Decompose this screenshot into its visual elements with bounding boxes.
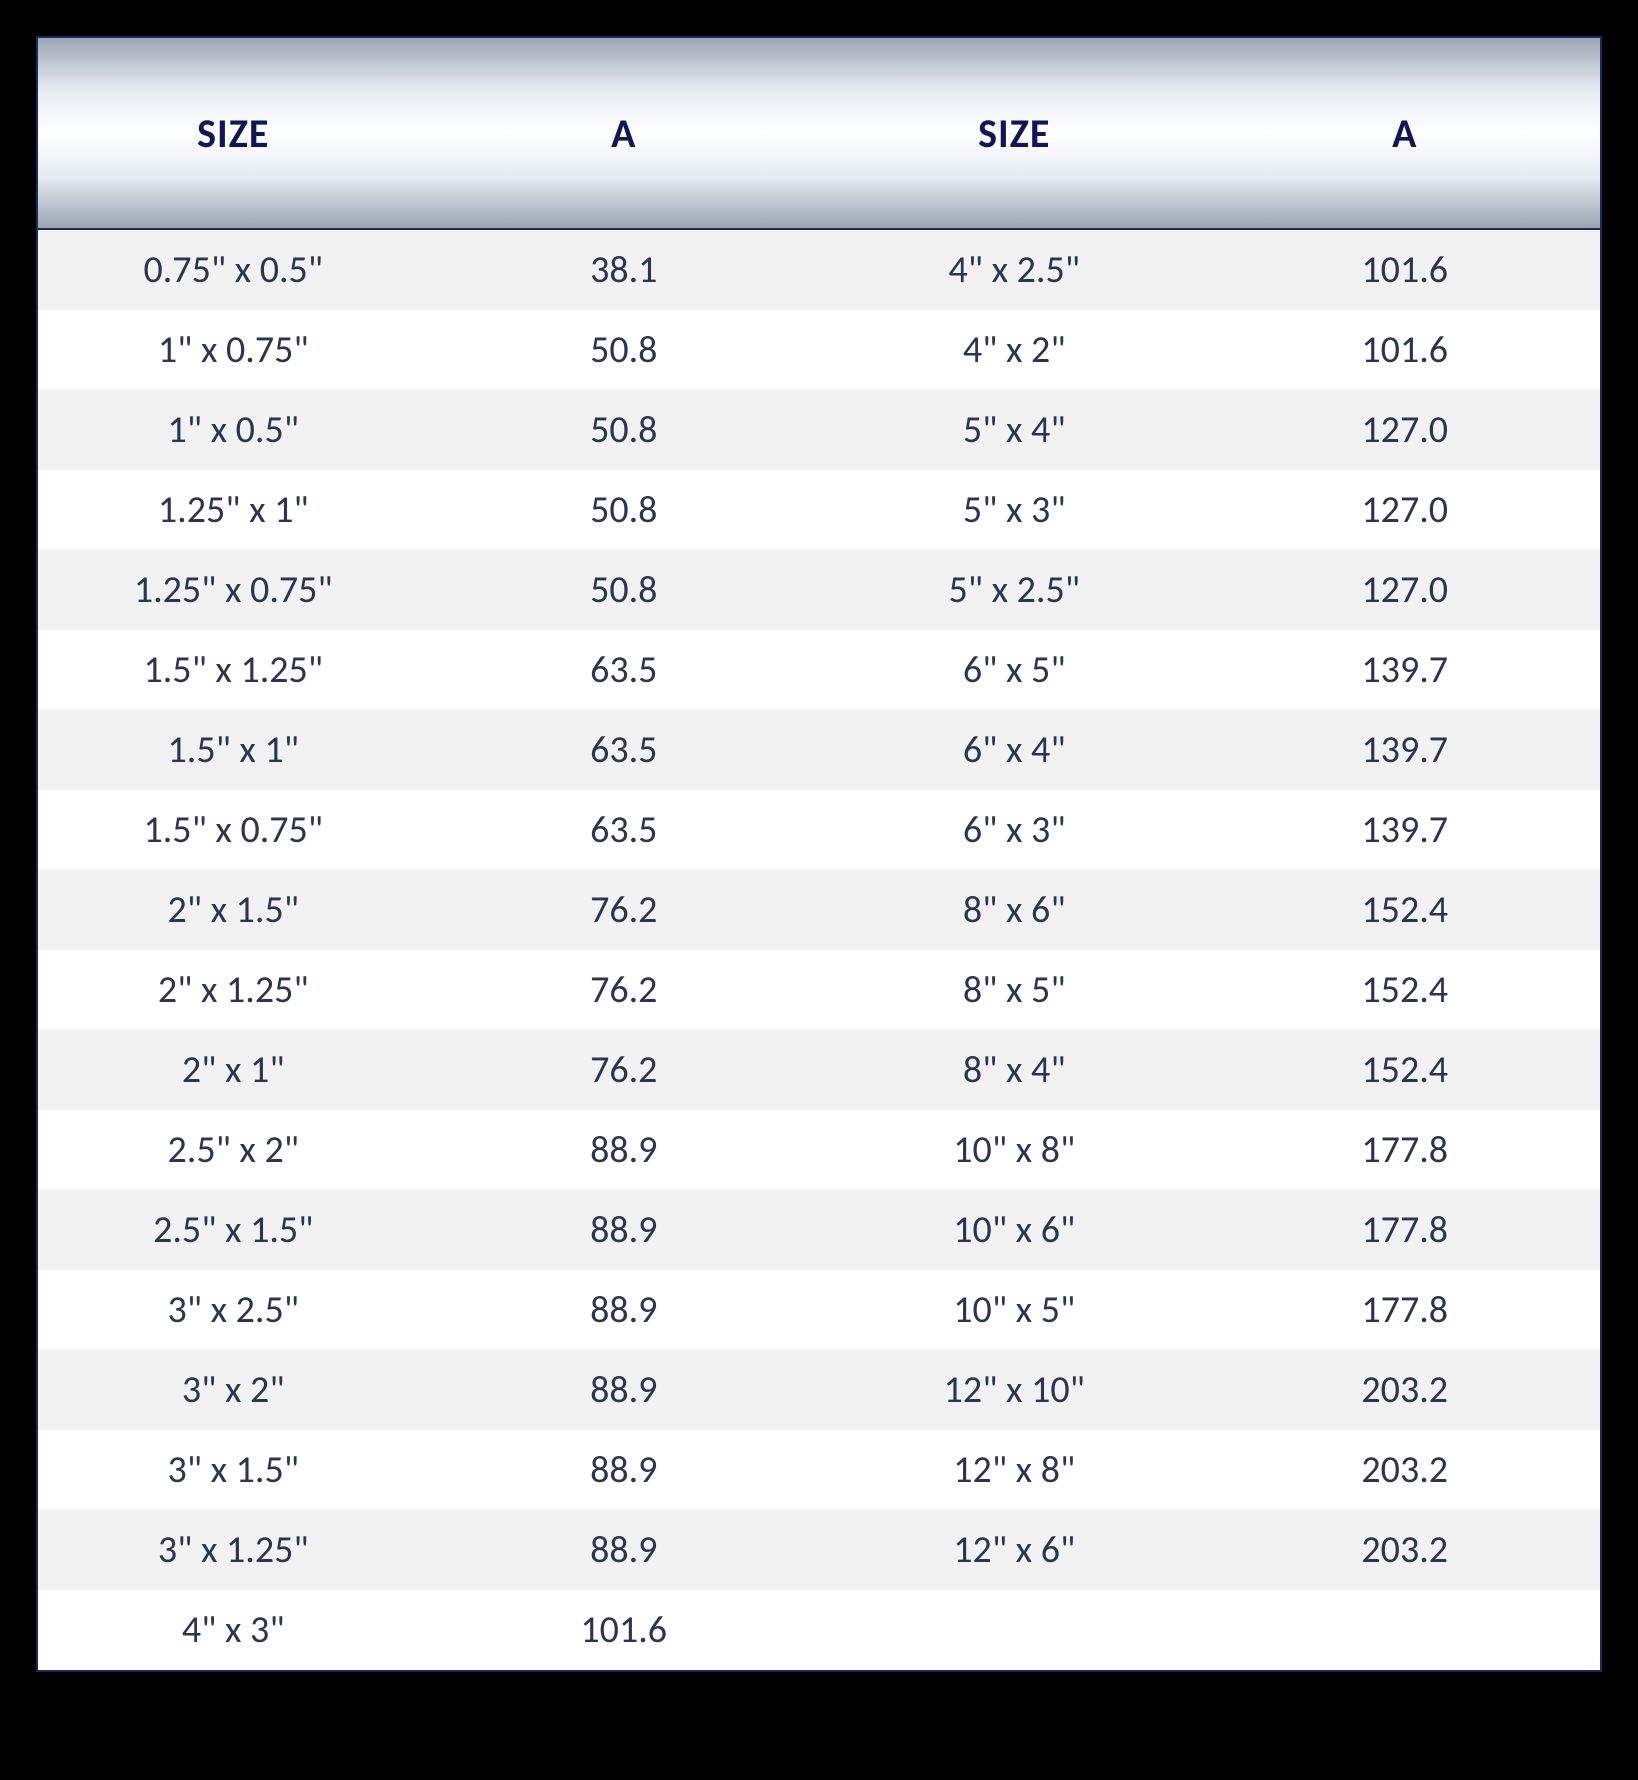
table-row: 0.75" x 0.5"38.14" x 2.5"101.6 bbox=[38, 230, 1600, 310]
table-header: SIZE A SIZE A bbox=[38, 38, 1600, 230]
cell-a-right: 101.6 bbox=[1210, 247, 1601, 293]
table-row: 3" x 2"88.912" x 10"203.2 bbox=[38, 1350, 1600, 1430]
table-row: 3" x 1.25"88.912" x 6"203.2 bbox=[38, 1510, 1600, 1590]
cell-size-right: 12" x 8" bbox=[819, 1447, 1210, 1493]
cell-a-right: 127.0 bbox=[1210, 407, 1601, 453]
table-row: 2.5" x 1.5"88.910" x 6"177.8 bbox=[38, 1190, 1600, 1270]
table-row: 1.5" x 0.75"63.56" x 3"139.7 bbox=[38, 790, 1600, 870]
table-row: 2.5" x 2"88.910" x 8"177.8 bbox=[38, 1110, 1600, 1190]
table-row: 3" x 1.5"88.912" x 8"203.2 bbox=[38, 1430, 1600, 1510]
cell-a-right: 101.6 bbox=[1210, 327, 1601, 373]
table-row: 4" x 3"101.6 bbox=[38, 1590, 1600, 1670]
cell-size-left: 2" x 1" bbox=[38, 1047, 429, 1093]
cell-size-right: 4" x 2" bbox=[819, 327, 1210, 373]
col-header-a-1: A bbox=[429, 109, 820, 158]
cell-size-right: 12" x 6" bbox=[819, 1527, 1210, 1573]
cell-size-left: 1.25" x 1" bbox=[38, 487, 429, 533]
cell-a-left: 50.8 bbox=[429, 327, 820, 373]
cell-a-right: 177.8 bbox=[1210, 1207, 1601, 1253]
cell-size-left: 1" x 0.75" bbox=[38, 327, 429, 373]
table-row: 1.5" x 1"63.56" x 4"139.7 bbox=[38, 710, 1600, 790]
table-row: 2" x 1.5"76.28" x 6"152.4 bbox=[38, 870, 1600, 950]
cell-a-left: 88.9 bbox=[429, 1207, 820, 1253]
cell-a-right: 152.4 bbox=[1210, 1047, 1601, 1093]
cell-a-right: 139.7 bbox=[1210, 727, 1601, 773]
cell-a-right: 139.7 bbox=[1210, 807, 1601, 853]
cell-a-right: 203.2 bbox=[1210, 1367, 1601, 1413]
cell-a-left: 88.9 bbox=[429, 1287, 820, 1333]
table-row: 1.25" x 1"50.85" x 3"127.0 bbox=[38, 470, 1600, 550]
cell-a-left: 88.9 bbox=[429, 1527, 820, 1573]
cell-size-right: 10" x 6" bbox=[819, 1207, 1210, 1253]
cell-size-left: 3" x 1.5" bbox=[38, 1447, 429, 1493]
table-row: 3" x 2.5"88.910" x 5"177.8 bbox=[38, 1270, 1600, 1350]
cell-a-left: 63.5 bbox=[429, 727, 820, 773]
cell-a-left: 50.8 bbox=[429, 407, 820, 453]
cell-size-left: 2" x 1.5" bbox=[38, 887, 429, 933]
cell-a-left: 101.6 bbox=[429, 1607, 820, 1653]
cell-a-left: 50.8 bbox=[429, 567, 820, 613]
cell-a-left: 38.1 bbox=[429, 247, 820, 293]
cell-size-right: 10" x 8" bbox=[819, 1127, 1210, 1173]
table-row: 1.25" x 0.75"50.85" x 2.5"127.0 bbox=[38, 550, 1600, 630]
cell-size-right: 10" x 5" bbox=[819, 1287, 1210, 1333]
col-header-size-1: SIZE bbox=[38, 109, 429, 158]
cell-a-left: 76.2 bbox=[429, 1047, 820, 1093]
col-header-a-2: A bbox=[1210, 109, 1601, 158]
cell-a-right: 127.0 bbox=[1210, 567, 1601, 613]
cell-a-left: 88.9 bbox=[429, 1127, 820, 1173]
cell-a-left: 76.2 bbox=[429, 887, 820, 933]
cell-size-left: 2.5" x 1.5" bbox=[38, 1207, 429, 1253]
cell-size-right: 5" x 4" bbox=[819, 407, 1210, 453]
cell-a-left: 50.8 bbox=[429, 487, 820, 533]
cell-a-right: 152.4 bbox=[1210, 967, 1601, 1013]
cell-size-right: 6" x 3" bbox=[819, 807, 1210, 853]
cell-size-left: 1.5" x 0.75" bbox=[38, 807, 429, 853]
cell-size-left: 0.75" x 0.5" bbox=[38, 247, 429, 293]
cell-size-left: 3" x 1.25" bbox=[38, 1527, 429, 1573]
cell-a-right: 152.4 bbox=[1210, 887, 1601, 933]
cell-size-left: 2" x 1.25" bbox=[38, 967, 429, 1013]
cell-size-right: 5" x 3" bbox=[819, 487, 1210, 533]
table-row: 1.5" x 1.25"63.56" x 5"139.7 bbox=[38, 630, 1600, 710]
cell-a-right: 203.2 bbox=[1210, 1527, 1601, 1573]
cell-size-left: 4" x 3" bbox=[38, 1607, 429, 1653]
cell-size-right: 4" x 2.5" bbox=[819, 247, 1210, 293]
cell-a-left: 63.5 bbox=[429, 647, 820, 693]
cell-a-left: 76.2 bbox=[429, 967, 820, 1013]
cell-size-left: 1.5" x 1" bbox=[38, 727, 429, 773]
table-row: 2" x 1"76.28" x 4"152.4 bbox=[38, 1030, 1600, 1110]
table-row: 2" x 1.25"76.28" x 5"152.4 bbox=[38, 950, 1600, 1030]
table-row: 1" x 0.5"50.85" x 4"127.0 bbox=[38, 390, 1600, 470]
cell-size-right: 8" x 5" bbox=[819, 967, 1210, 1013]
cell-a-right: 127.0 bbox=[1210, 487, 1601, 533]
size-table-frame: SIZE A SIZE A 0.75" x 0.5"38.14" x 2.5"1… bbox=[36, 36, 1602, 1672]
cell-size-right: 12" x 10" bbox=[819, 1367, 1210, 1413]
cell-a-right: 177.8 bbox=[1210, 1287, 1601, 1333]
cell-size-left: 1.5" x 1.25" bbox=[38, 647, 429, 693]
cell-size-right: 6" x 4" bbox=[819, 727, 1210, 773]
cell-a-left: 88.9 bbox=[429, 1367, 820, 1413]
cell-size-right: 5" x 2.5" bbox=[819, 567, 1210, 613]
cell-size-left: 1.25" x 0.75" bbox=[38, 567, 429, 613]
cell-a-right: 177.8 bbox=[1210, 1127, 1601, 1173]
cell-size-left: 1" x 0.5" bbox=[38, 407, 429, 453]
cell-a-left: 63.5 bbox=[429, 807, 820, 853]
cell-size-right: 8" x 4" bbox=[819, 1047, 1210, 1093]
table-body: 0.75" x 0.5"38.14" x 2.5"101.61" x 0.75"… bbox=[38, 230, 1600, 1670]
cell-size-left: 3" x 2" bbox=[38, 1367, 429, 1413]
cell-size-left: 2.5" x 2" bbox=[38, 1127, 429, 1173]
cell-size-right: 8" x 6" bbox=[819, 887, 1210, 933]
cell-a-right: 139.7 bbox=[1210, 647, 1601, 693]
cell-size-right: 6" x 5" bbox=[819, 647, 1210, 693]
cell-a-left: 88.9 bbox=[429, 1447, 820, 1493]
col-header-size-2: SIZE bbox=[819, 109, 1210, 158]
cell-size-left: 3" x 2.5" bbox=[38, 1287, 429, 1333]
table-row: 1" x 0.75"50.84" x 2"101.6 bbox=[38, 310, 1600, 390]
cell-a-right: 203.2 bbox=[1210, 1447, 1601, 1493]
